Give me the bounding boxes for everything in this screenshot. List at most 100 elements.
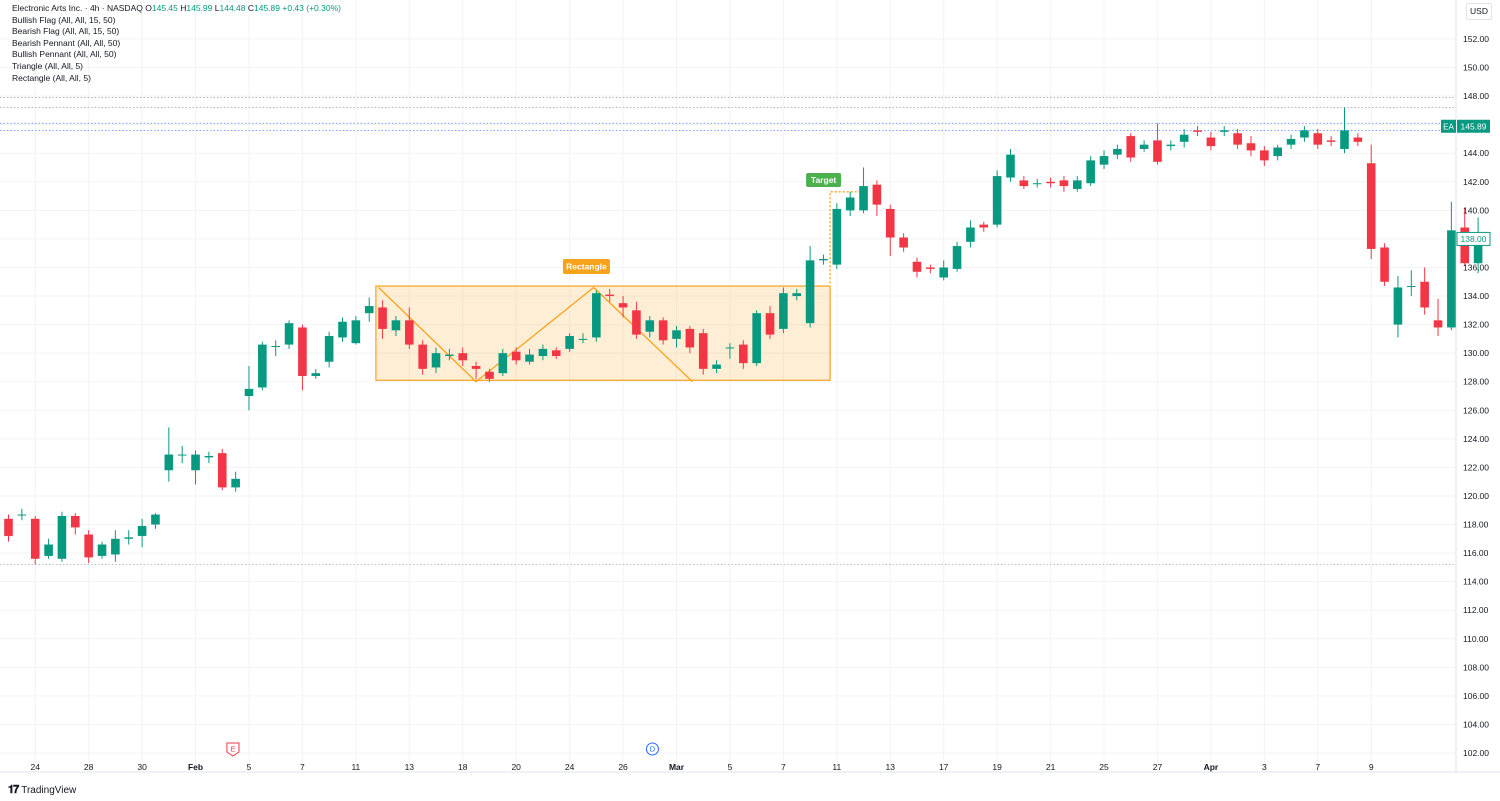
candle-body[interactable] [1433,320,1443,328]
candle-body[interactable] [1086,160,1095,184]
candle-body[interactable] [1153,140,1162,162]
candle-body[interactable] [1407,286,1416,288]
candle-body[interactable] [885,208,895,238]
secondary-price-badge[interactable] [1456,231,1491,246]
candle-body[interactable] [1393,287,1403,325]
candle-body[interactable] [351,320,361,344]
candle-body[interactable] [271,346,280,348]
rectangle-pattern-zigzag[interactable] [378,286,693,383]
candle-body[interactable] [712,364,721,369]
candle-body[interactable] [1113,148,1122,155]
candle-body[interactable] [725,347,735,349]
candle-body[interactable] [779,293,788,329]
candle-body[interactable] [1233,133,1242,145]
candle-body[interactable] [645,320,655,332]
candle-body[interactable] [832,208,842,265]
candle-body[interactable] [979,224,989,228]
candle-body[interactable] [805,260,815,324]
candle-body[interactable] [311,373,321,377]
candle-body[interactable] [284,323,294,345]
candle-body[interactable] [1126,136,1136,158]
candle-body[interactable] [845,197,855,211]
candle-body[interactable] [538,348,548,357]
candle-body[interactable] [578,338,588,340]
candle-body[interactable] [939,267,948,278]
candle-body[interactable] [1099,156,1109,165]
candle-body[interactable] [1019,180,1029,187]
candle-body[interactable] [44,544,53,556]
candle-body[interactable] [765,313,775,335]
indicator-rectangle[interactable]: Rectangle (All, All, 5) [12,72,91,83]
candle-body[interactable] [565,336,574,349]
candle-body[interactable] [1420,281,1429,308]
candle-body[interactable] [592,293,601,338]
currency-button[interactable]: USD [1466,3,1492,20]
candle-body[interactable] [111,538,120,555]
candle-body[interactable] [1179,134,1189,142]
candle-body[interactable] [418,344,427,369]
target-label-badge[interactable] [806,173,842,187]
candle-body[interactable] [819,258,828,261]
rectangle-label-badge[interactable] [562,259,610,274]
candle-body[interactable] [966,227,975,242]
candle-body[interactable] [899,237,908,248]
candle-body[interactable] [258,344,267,388]
candle-body[interactable] [391,320,401,331]
candle-body[interactable] [1206,137,1216,147]
candle-body[interactable] [324,336,334,362]
dividend-event-icon[interactable] [645,742,659,756]
candle-body[interactable] [952,246,962,269]
indicator-triangle[interactable]: Triangle (All, All, 5) [12,60,84,71]
candle-body[interactable] [1046,181,1055,184]
symbol-tag[interactable] [1441,119,1456,133]
candle-body[interactable] [485,371,494,379]
candle-body[interactable] [1300,130,1309,138]
candle-body[interactable] [551,350,561,357]
candle-body[interactable] [1286,138,1296,145]
indicator-bullish-flag[interactable]: Bullish Flag (All, All, 15, 50) [12,14,116,25]
candle-body[interactable] [1353,137,1363,142]
candle-body[interactable] [17,514,27,516]
indicator-bullish-pennant[interactable]: Bullish Pennant (All, All, 50) [12,49,117,60]
candle-body[interactable] [1313,133,1323,145]
candle-body[interactable] [1260,150,1269,161]
candle-body[interactable] [30,518,40,559]
earnings-event-icon[interactable] [226,742,240,757]
candle-body[interactable] [498,353,508,374]
candle-body[interactable] [57,515,67,559]
candle-body[interactable] [164,454,174,471]
candle-body[interactable] [1219,130,1229,132]
candle-body[interactable] [1246,143,1256,151]
candle-body[interactable] [244,388,254,396]
candle-body[interactable] [1032,183,1042,185]
candle-body[interactable] [471,366,481,369]
candle-body[interactable] [1006,154,1015,178]
candle-body[interactable] [1326,140,1336,142]
candle-body[interactable] [1166,144,1176,147]
indicator-bearish-pennant[interactable]: Bearish Pennant (All, All, 50) [12,37,121,48]
candle-body[interactable] [137,525,147,536]
candle-body[interactable] [1473,238,1483,264]
candle-body[interactable] [231,478,240,488]
candle-body[interactable] [872,184,882,205]
candle-body[interactable] [338,321,347,338]
candle-body[interactable] [204,455,214,458]
target-projection-line[interactable] [829,191,864,284]
candle-body[interactable] [992,176,1002,225]
candle-body[interactable] [912,261,922,272]
candle-body[interactable] [1380,247,1389,282]
candle-body[interactable] [217,453,227,488]
candle-body[interactable] [191,454,200,471]
candle-body[interactable] [632,310,641,335]
candle-body[interactable] [926,267,935,269]
candle-body[interactable] [672,330,681,339]
candle-body[interactable] [1366,163,1376,249]
tradingview-logo[interactable]: 𝟏𝟕 TradingView [8,784,76,797]
candle-body[interactable] [511,351,521,361]
candle-body[interactable] [364,306,374,314]
candle-body[interactable] [1073,180,1082,189]
candle-body[interactable] [1273,147,1282,157]
candle-body[interactable] [792,293,802,297]
candle-body[interactable] [1447,230,1456,328]
